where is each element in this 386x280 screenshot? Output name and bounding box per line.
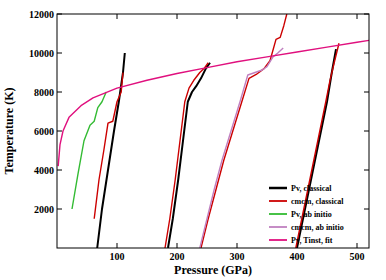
y-tick	[57, 53, 62, 54]
y-tick-label: 12000	[29, 9, 54, 20]
legend-swatch	[269, 187, 287, 190]
legend-label: Pv, classical	[291, 184, 332, 193]
plot-frame	[57, 14, 369, 248]
legend-label: Pv, Tinst, fit	[291, 236, 333, 245]
y-tick	[57, 131, 62, 132]
legend: Pv, classical cmcm, classical Pv, ab initi…	[269, 184, 344, 245]
x-tick	[177, 14, 178, 19]
legend-label: Pv, ab initio	[291, 210, 332, 219]
legend-label: cmcm, classical	[291, 197, 344, 206]
y-tick-label: 4000	[34, 165, 54, 176]
series-line	[200, 48, 283, 248]
x-tick	[357, 14, 358, 19]
x-tick	[237, 14, 238, 19]
y-tick	[364, 170, 369, 171]
series-line	[94, 14, 339, 248]
x-tick-label: 200	[170, 251, 185, 262]
y-tick-label: 10000	[29, 48, 54, 59]
y-tick	[364, 53, 369, 54]
x-tick	[117, 14, 118, 19]
y-tick-label: 8000	[34, 87, 54, 98]
y-tick	[364, 209, 369, 210]
y-axis-title: Temperature (K)	[2, 88, 16, 175]
legend-label: cmcm, ab initio	[291, 223, 344, 232]
x-tick-label: 500	[350, 251, 365, 262]
y-tick	[364, 92, 369, 93]
background	[0, 0, 386, 280]
x-tick	[357, 243, 358, 248]
y-tick-label: 6000	[34, 126, 54, 137]
x-tick	[237, 243, 238, 248]
y-tick	[57, 92, 62, 93]
x-tick-label: 100	[110, 251, 125, 262]
series-line	[58, 40, 369, 166]
y-tick	[57, 209, 62, 210]
legend-swatch	[269, 200, 287, 202]
chart: 2000 4000 6000 8000 10000 12000 100 200 300 400 50…	[0, 0, 386, 280]
legend-swatch	[269, 239, 287, 241]
x-tick	[117, 243, 118, 248]
y-tick	[57, 170, 62, 171]
legend-swatch	[269, 213, 287, 215]
x-tick-label: 300	[230, 251, 245, 262]
series-line	[97, 49, 336, 248]
legend-swatch	[269, 226, 287, 228]
y-tick	[364, 131, 369, 132]
x-tick-label: 400	[290, 251, 305, 262]
x-tick	[297, 14, 298, 19]
plot-area	[58, 14, 369, 248]
y-tick-label: 2000	[34, 204, 54, 215]
x-axis-title: Pressure (GPa)	[174, 263, 252, 277]
x-tick	[177, 243, 178, 248]
